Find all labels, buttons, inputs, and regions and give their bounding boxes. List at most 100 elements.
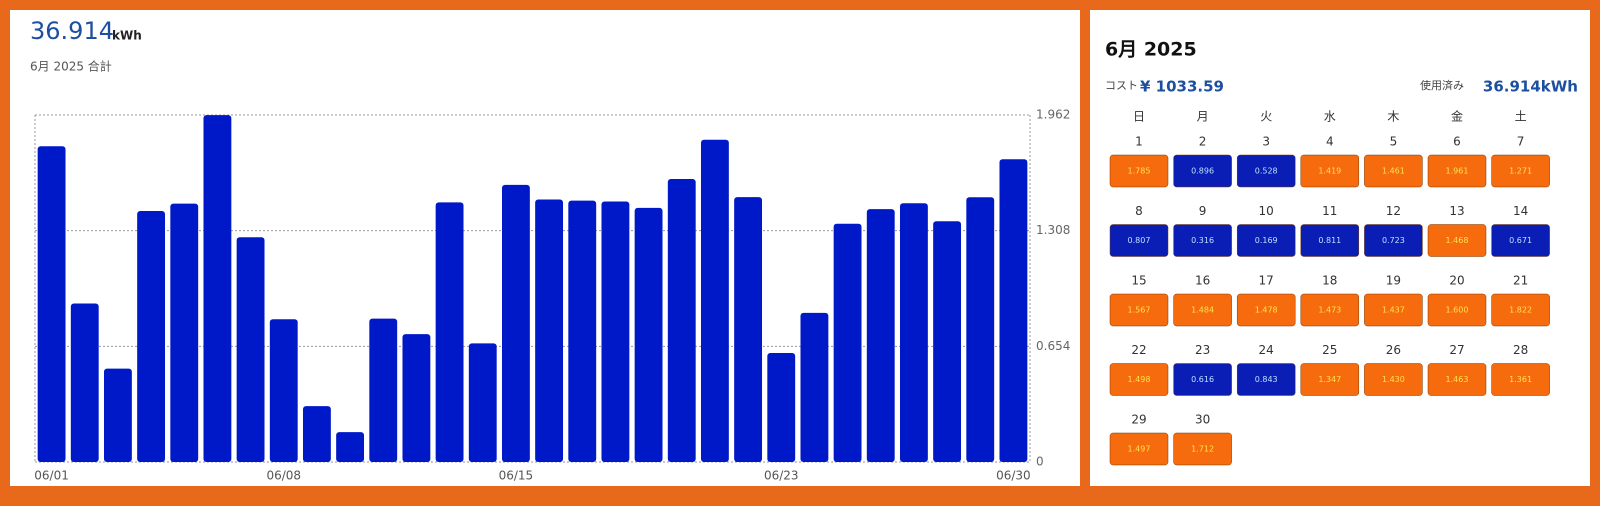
day-value: 1.463 [1446,375,1469,384]
day-number: 16 [1195,274,1210,288]
day-number: 8 [1135,204,1143,218]
bar [700,139,729,463]
day-value: 1.478 [1255,306,1278,315]
day-value: 0.723 [1382,236,1405,245]
bar [899,203,928,463]
day-number: 7 [1517,135,1525,149]
day-number: 1 [1135,135,1143,149]
day-number: 15 [1131,274,1146,288]
bar [501,184,530,462]
day-value: 1.600 [1446,306,1469,315]
bar [966,197,995,463]
y-tick-label: 1.962 [1036,108,1070,122]
day-value: 0.316 [1191,236,1214,245]
day-number: 3 [1262,135,1270,149]
day-number: 14 [1513,204,1528,218]
y-tick-label: 0 [1036,455,1044,469]
total-value: 36.914 [30,17,114,45]
bar [236,237,265,462]
bar [999,159,1028,462]
day-number: 10 [1259,204,1274,218]
day-number: 5 [1390,135,1398,149]
total-unit: kWh [112,29,142,43]
day-number: 29 [1131,413,1146,427]
bar [103,368,132,462]
day-value: 0.811 [1318,236,1341,245]
day-cell [1491,293,1550,327]
day-cell [1109,154,1169,188]
bar [667,179,696,463]
bar [369,318,398,462]
bar [203,115,232,463]
day-cell [1364,293,1423,327]
day-number: 28 [1513,343,1528,357]
bar [70,303,99,462]
day-cell [1236,363,1296,396]
day-value: 1.498 [1128,375,1151,384]
day-cell [1491,363,1550,396]
day-cell [1236,293,1296,327]
weekday-label: 月 [1197,110,1209,124]
day-value: 1.785 [1128,167,1151,176]
calendar-title: 6月 2025 [1105,39,1197,61]
day-number: 6 [1453,135,1461,149]
day-value: 0.896 [1191,167,1214,176]
day-cell [1173,154,1232,188]
day-number: 9 [1199,204,1207,218]
day-cell [1173,363,1232,396]
day-number: 20 [1449,274,1464,288]
y-tick-label: 1.308 [1036,223,1070,237]
weekday-label: 土 [1515,110,1527,124]
subtitle: 6月 2025 合計 [30,59,112,74]
day-value: 0.169 [1255,236,1278,245]
day-value: 1.419 [1318,167,1341,176]
day-cell [1173,224,1232,257]
day-value: 1.430 [1382,375,1405,384]
cost-value: ¥ 1033.59 [1140,78,1224,96]
weekday-label: 金 [1451,109,1463,124]
day-number: 19 [1386,274,1401,288]
bar [866,209,895,462]
y-tick-label: 0.654 [1036,339,1070,353]
bar [269,319,298,462]
day-value: 0.807 [1128,236,1151,245]
day-value: 1.567 [1128,306,1151,315]
bar [37,146,66,463]
day-cell [1173,293,1232,327]
day-number: 24 [1259,343,1274,357]
day-number: 12 [1386,204,1401,218]
day-cell [1300,293,1360,327]
bar [435,202,464,462]
day-number: 26 [1386,343,1401,357]
day-number: 21 [1513,274,1528,288]
day-cell [1491,154,1550,188]
day-cell [1109,432,1169,466]
bar [734,197,763,462]
x-tick-label: 06/23 [764,469,799,483]
day-value: 0.671 [1509,236,1532,245]
day-cell [1236,224,1296,257]
weekday-label: 日 [1133,110,1145,124]
day-number: 25 [1322,343,1337,357]
day-value: 1.461 [1382,167,1405,176]
day-value: 1.468 [1446,236,1469,245]
bar [468,343,497,462]
used-label: 使用済み [1420,78,1464,92]
day-value: 1.822 [1509,306,1532,315]
used-value: 36.914kWh [1483,78,1578,96]
day-value: 1.473 [1318,306,1341,315]
day-value: 1.484 [1191,306,1214,315]
weekday-label: 水 [1324,110,1336,124]
day-cell [1109,224,1169,257]
bar [170,203,199,462]
day-value: 0.528 [1255,167,1278,176]
day-cell [1236,154,1296,188]
bar [767,353,796,462]
bar [137,211,166,462]
day-cell [1427,293,1487,327]
day-number: 17 [1259,274,1274,288]
bar [933,221,962,462]
day-cell [1427,224,1487,257]
